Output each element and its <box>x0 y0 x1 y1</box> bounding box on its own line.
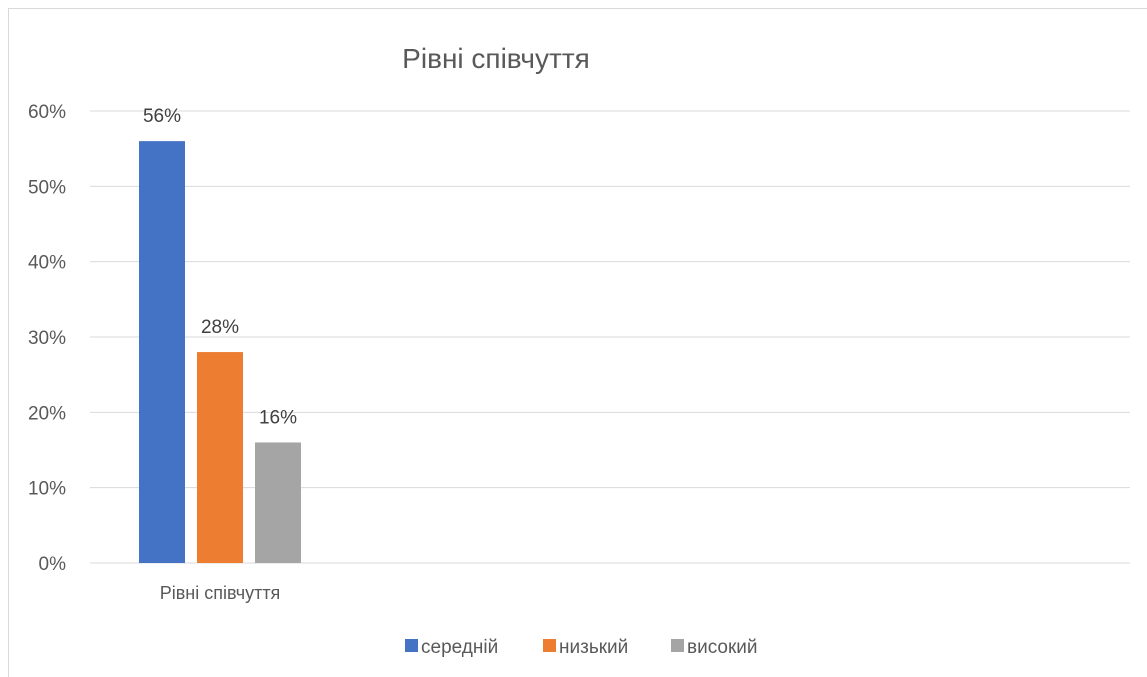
y-tick-label: 20% <box>28 403 66 424</box>
legend-swatch <box>543 639 556 652</box>
chart-frame <box>8 8 1147 677</box>
data-labels: 56% 28% 16% <box>143 106 297 428</box>
y-tick-label: 0% <box>39 554 67 575</box>
chart-title: Рівні співчуття <box>402 43 590 74</box>
data-label: 28% <box>201 317 239 338</box>
y-tick-label: 50% <box>28 177 66 198</box>
legend-swatch <box>405 639 418 652</box>
bars <box>139 141 301 563</box>
y-axis-tick-labels: 0% 10% 20% 30% 40% 50% 60% <box>28 102 66 575</box>
category-label: Рівні співчуття <box>160 583 281 603</box>
data-label: 56% <box>143 106 181 127</box>
legend-label: низький <box>559 637 628 658</box>
gridlines <box>90 110 1130 564</box>
legend-swatch <box>671 639 684 652</box>
legend-label: високий <box>687 637 758 658</box>
legend-label: середній <box>421 637 498 658</box>
x-axis-category-labels: Рівні співчуття <box>160 583 281 603</box>
legend: середній низький високий <box>405 637 758 658</box>
y-tick-label: 40% <box>28 253 66 274</box>
bar-високий <box>255 442 301 563</box>
bar-середній <box>139 141 185 563</box>
y-tick-label: 30% <box>28 328 66 349</box>
data-label: 16% <box>259 407 297 428</box>
y-tick-label: 60% <box>28 102 66 123</box>
bar-низький <box>197 352 243 563</box>
y-tick-label: 10% <box>28 479 66 500</box>
